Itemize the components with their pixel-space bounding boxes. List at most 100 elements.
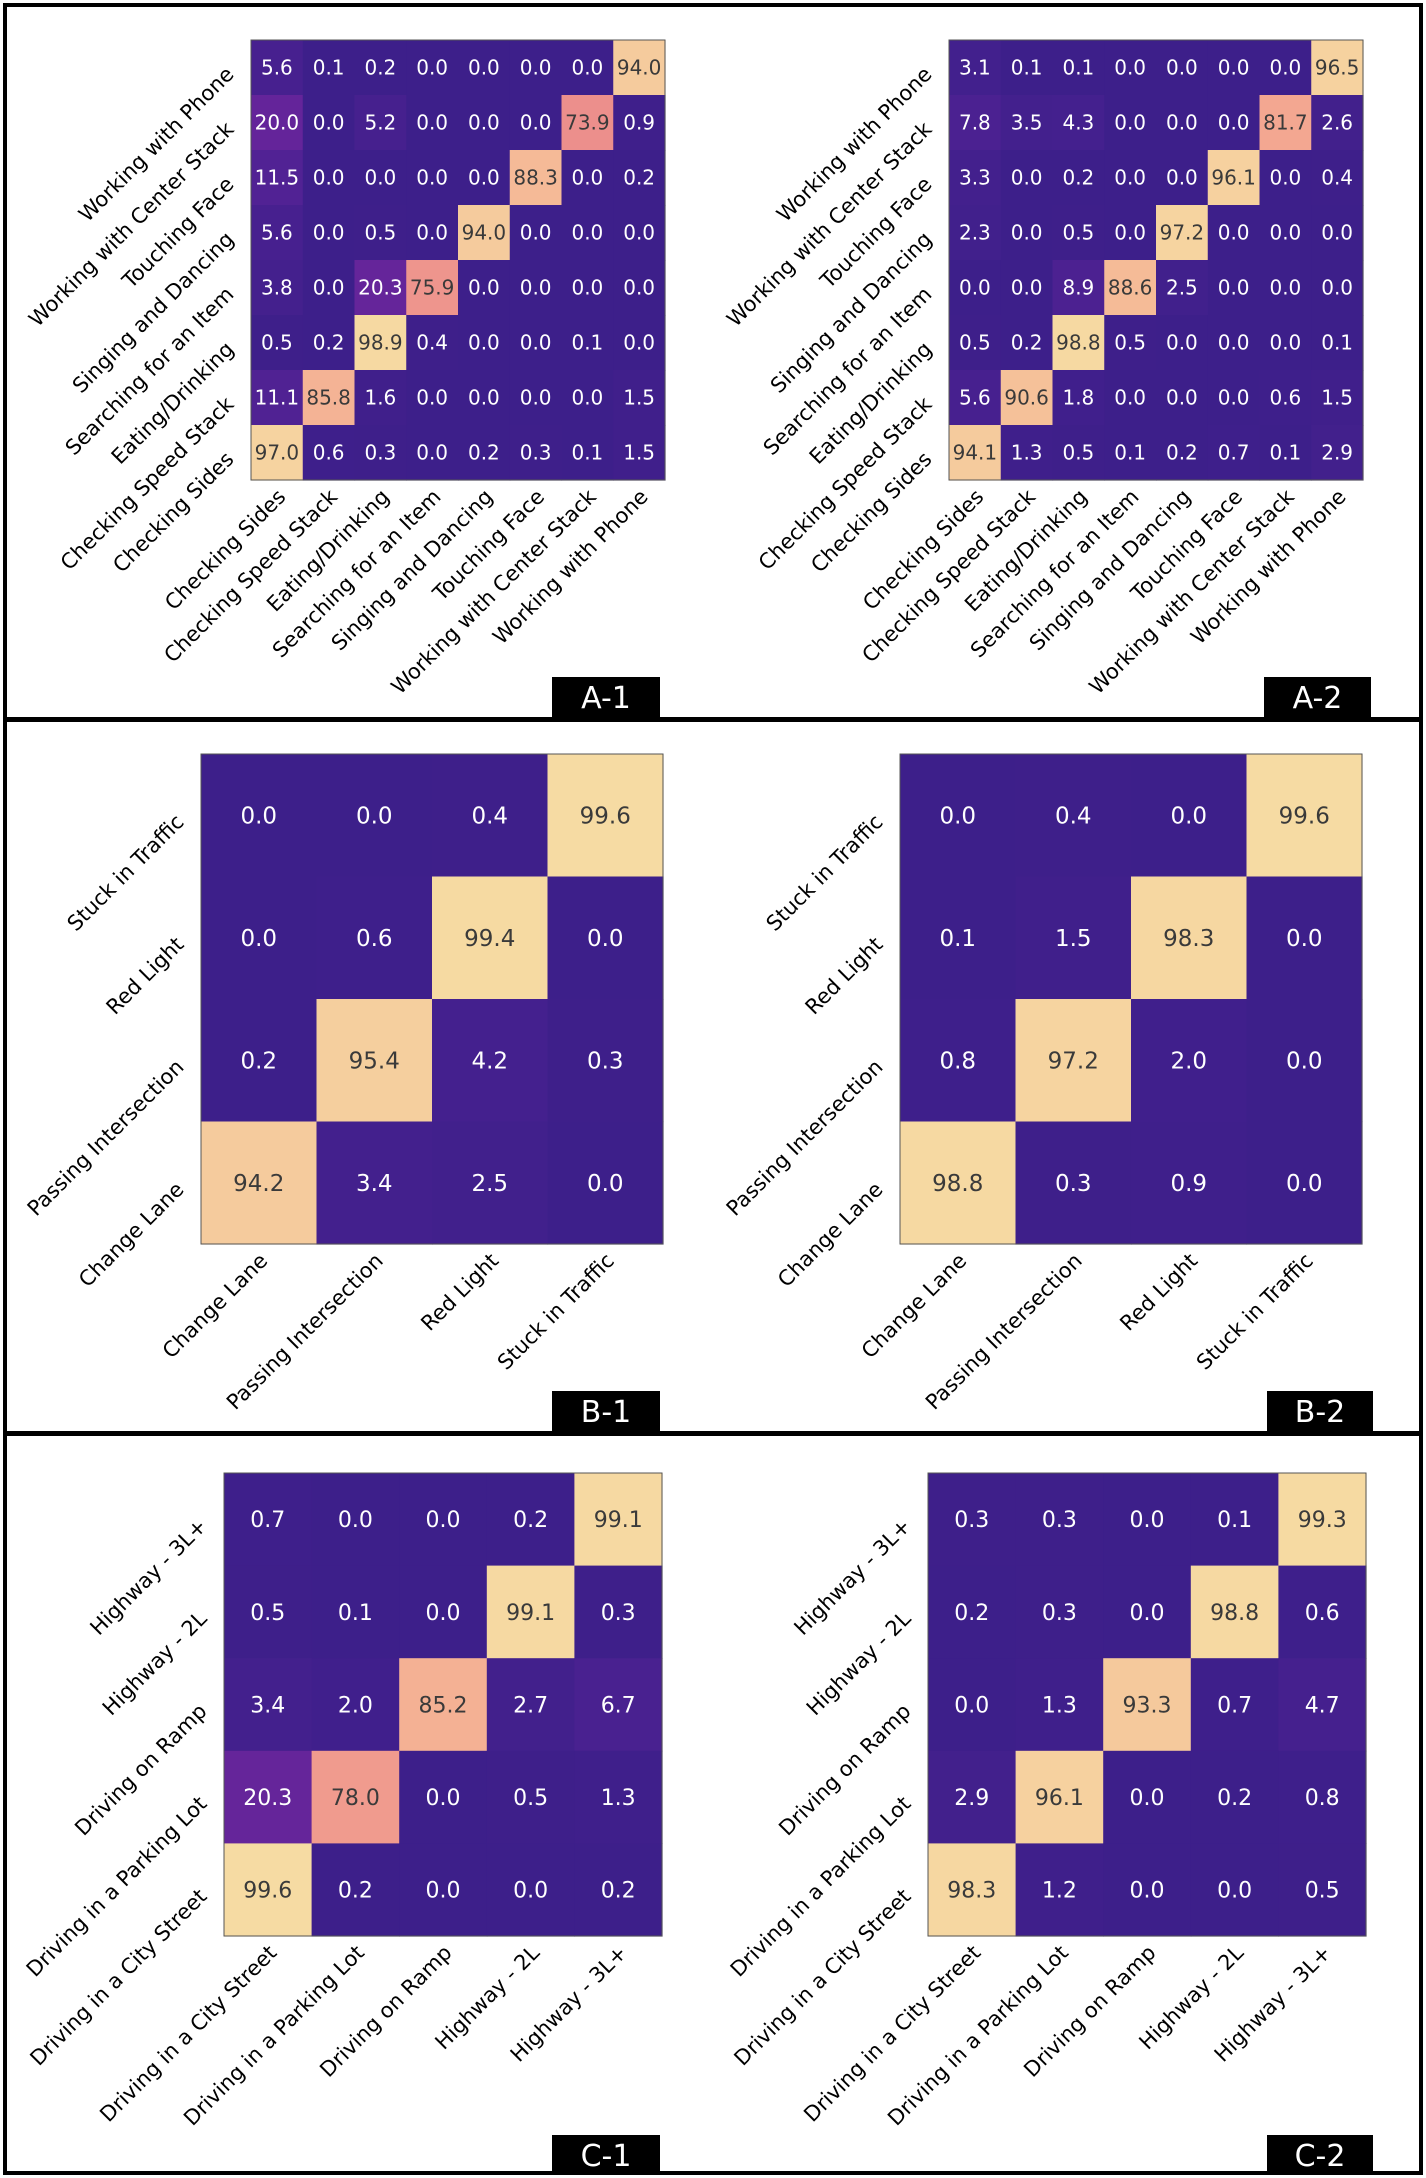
heatmap-cell-a-1-r4-c5 bbox=[509, 260, 563, 316]
cell-value-label: 2.3 bbox=[959, 221, 991, 245]
heatmap-cell-a-1-r1-c6 bbox=[561, 95, 614, 151]
cell-value-label: 0.2 bbox=[468, 441, 500, 465]
heatmap-cell-c-2-r2-c3 bbox=[1190, 1658, 1279, 1752]
cell-value-label: 0.0 bbox=[240, 804, 277, 830]
cell-value-label: 0.0 bbox=[1114, 221, 1146, 245]
cell-value-label: 98.8 bbox=[1210, 1601, 1259, 1626]
heatmap-cell-c-1-r0-c3 bbox=[486, 1473, 575, 1567]
heatmap-cell-c-2-r1-c0 bbox=[928, 1565, 1017, 1659]
cell-value-label: 4.3 bbox=[1062, 111, 1094, 135]
cell-value-label: 98.8 bbox=[932, 1171, 983, 1197]
cell-value-label: 0.0 bbox=[1011, 166, 1043, 190]
heatmap-cell-b-2-r0-c0 bbox=[900, 754, 1017, 878]
cell-value-label: 4.2 bbox=[471, 1049, 508, 1075]
cell-value-label: 0.0 bbox=[1011, 221, 1043, 245]
heatmap-cell-a-1-r4-c1 bbox=[302, 260, 356, 316]
heatmap-cell-a-1-r5-c0 bbox=[251, 315, 304, 371]
cell-value-label: 81.7 bbox=[1263, 111, 1308, 135]
heatmap-cell-c-1-r3-c0 bbox=[224, 1750, 313, 1844]
heatmap-cell-a-2-r5-c4 bbox=[1156, 315, 1209, 371]
cell-value-label: 99.3 bbox=[1298, 1508, 1347, 1533]
x-tick-label-driving-in-a-parking-lot: Driving in a Parking Lot bbox=[883, 1941, 1073, 2131]
cell-value-label: 8.9 bbox=[1062, 276, 1094, 300]
cell-value-label: 0.0 bbox=[1321, 276, 1353, 300]
heatmap-cell-b-2-r3-c3 bbox=[1246, 1121, 1363, 1245]
heatmap-cell-c-1-r1-c4 bbox=[574, 1565, 663, 1659]
cell-value-label: 0.0 bbox=[1166, 386, 1198, 410]
cell-value-label: 0.0 bbox=[1321, 221, 1353, 245]
heatmap-b-1: 0.0 0.0 0.4 99.6 0.0 0.6 99.4 0.0 0.2 95.4 4.2 0.3 9… bbox=[23, 753, 664, 1431]
cell-value-label: 0.0 bbox=[571, 386, 603, 410]
heatmap-c-1: 0.7 0.0 0.0 0.2 99.1 0.5 0.1 0.0 99.1 0.3 3.4 2.0 85… bbox=[22, 1472, 663, 2175]
heatmap-cell-a-2-r1-c4 bbox=[1156, 95, 1209, 151]
cell-value-label: 94.2 bbox=[233, 1171, 284, 1197]
cell-value-label: 0.0 bbox=[426, 1508, 461, 1533]
x-tick-label-stuck-in-traffic: Stuck in Traffic bbox=[1192, 1249, 1318, 1375]
cell-value-label: 0.3 bbox=[954, 1508, 989, 1533]
heatmap-cell-a-1-r1-c0 bbox=[251, 95, 304, 151]
heatmap-cell-b-1-r2-c0 bbox=[201, 999, 318, 1123]
heatmap-cell-b-1-r0-c0 bbox=[201, 754, 318, 878]
cell-value-label: 3.3 bbox=[959, 166, 991, 190]
cell-value-label: 0.2 bbox=[338, 1879, 373, 1904]
heatmap-cell-b-2-r3-c0 bbox=[900, 1121, 1017, 1245]
heatmap-cell-a-1-r6-c4 bbox=[458, 370, 511, 426]
heatmap-cell-a-1-r5-c3 bbox=[406, 315, 459, 371]
cell-value-label: 98.8 bbox=[1056, 331, 1101, 355]
cell-value-label: 0.0 bbox=[1269, 166, 1301, 190]
cell-value-label: 11.1 bbox=[255, 386, 300, 410]
cell-value-label: 0.0 bbox=[1286, 1049, 1323, 1075]
cell-value-label: 0.0 bbox=[313, 221, 345, 245]
cell-value-label: 0.0 bbox=[1130, 1601, 1165, 1626]
heatmap-cell-a-1-r6-c6 bbox=[561, 370, 614, 426]
heatmap-cell-b-1-r2-c3 bbox=[547, 999, 664, 1123]
heatmap-cell-a-1-r6-c0 bbox=[251, 370, 304, 426]
heatmap-cell-a-1-r3-c4 bbox=[458, 205, 511, 261]
cell-value-label: 0.8 bbox=[939, 1049, 976, 1075]
cell-value-label: 0.5 bbox=[1305, 1879, 1340, 1904]
cell-value-label: 0.4 bbox=[471, 804, 508, 830]
heatmap-cell-a-2-r4-c5 bbox=[1207, 260, 1261, 316]
heatmap-cell-a-1-r7-c3 bbox=[406, 425, 459, 481]
panel-tag-box-a-2 bbox=[1264, 677, 1371, 717]
heatmap-c-2: 0.3 0.3 0.0 0.1 99.3 0.2 0.3 0.0 98.8 0.6 0.0 1.3 93… bbox=[726, 1472, 1373, 2175]
cell-value-label: 0.0 bbox=[571, 276, 603, 300]
heatmap-cell-a-2-r0-c5 bbox=[1207, 40, 1261, 96]
cell-value-label: 1.2 bbox=[1042, 1879, 1077, 1904]
heatmap-cell-c-2-r0-c3 bbox=[1190, 1473, 1279, 1567]
cell-value-label: 0.4 bbox=[1321, 166, 1353, 190]
heatmap-cell-c-2-r0-c4 bbox=[1278, 1473, 1367, 1567]
heatmap-cell-a-2-r2-c2 bbox=[1052, 150, 1105, 206]
heatmap-cell-a-1-r2-c4 bbox=[458, 150, 511, 206]
heatmap-cell-b-1-r1-c3 bbox=[547, 876, 664, 1000]
cell-value-label: 0.3 bbox=[601, 1601, 636, 1626]
heatmap-cell-a-1-r0-c0 bbox=[251, 40, 304, 96]
cell-value-label: 1.8 bbox=[1062, 386, 1094, 410]
cell-value-label: 0.0 bbox=[426, 1786, 461, 1811]
heatmap-cell-a-1-r7-c0 bbox=[251, 425, 304, 481]
heatmap-cell-c-2-r4-c1 bbox=[1015, 1843, 1104, 1937]
heatmap-cell-b-1-r0-c3 bbox=[547, 754, 664, 878]
cell-value-label: 0.0 bbox=[1218, 221, 1250, 245]
cell-value-label: 0.0 bbox=[364, 166, 396, 190]
cell-value-label: 0.5 bbox=[1114, 331, 1146, 355]
heatmap-cell-c-1-r1-c0 bbox=[224, 1565, 313, 1659]
cell-value-label: 0.1 bbox=[571, 331, 603, 355]
cell-value-label: 0.0 bbox=[513, 1879, 548, 1904]
heatmap-cell-c-1-r4-c2 bbox=[399, 1843, 488, 1937]
heatmap-cell-a-1-r4-c7 bbox=[613, 260, 666, 316]
cell-value-label: 11.5 bbox=[255, 166, 300, 190]
cell-value-label: 0.3 bbox=[364, 441, 396, 465]
heatmap-cell-a-2-r7-c1 bbox=[1000, 425, 1054, 481]
cell-value-label: 99.1 bbox=[506, 1601, 555, 1626]
cell-value-label: 1.5 bbox=[623, 386, 655, 410]
cell-value-label: 0.7 bbox=[250, 1508, 285, 1533]
heatmap-cell-c-1-r4-c1 bbox=[311, 1843, 400, 1937]
heatmap-cell-a-1-r2-c6 bbox=[561, 150, 614, 206]
cell-value-label: 1.3 bbox=[1042, 1693, 1077, 1718]
heatmap-cell-a-2-r1-c3 bbox=[1104, 95, 1157, 151]
heatmap-frame-c-1 bbox=[223, 1472, 663, 1937]
cell-value-label: 0.2 bbox=[623, 166, 655, 190]
x-tick-label-driving-in-a-parking-lot: Driving in a Parking Lot bbox=[179, 1941, 369, 2131]
